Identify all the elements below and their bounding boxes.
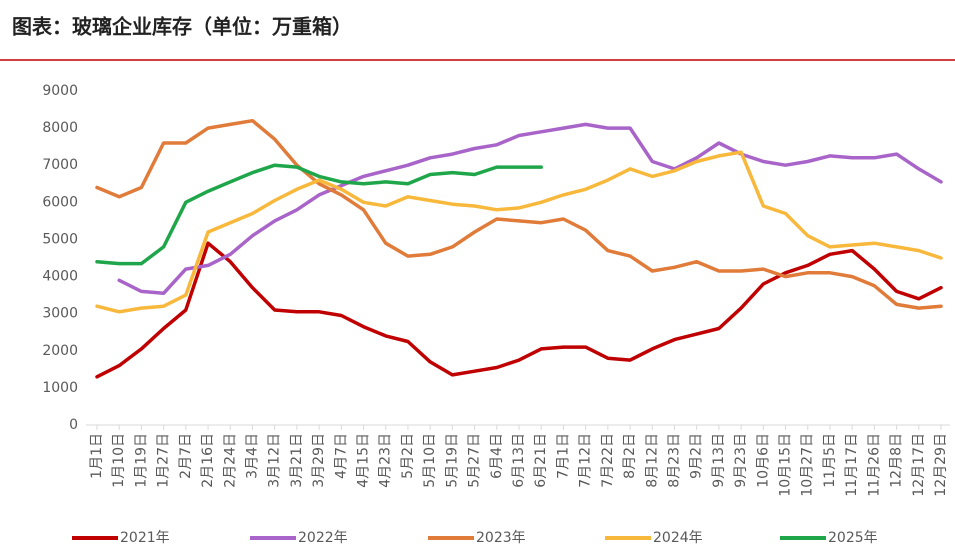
series-line bbox=[95, 150, 943, 314]
x-tick-label: 11月17日 bbox=[844, 433, 860, 497]
x-tick-label: 9月23日 bbox=[733, 433, 749, 488]
x-tick-label: 4月7日 bbox=[333, 433, 349, 479]
series-line bbox=[95, 163, 543, 266]
x-tick-label: 12月29日 bbox=[933, 433, 949, 497]
x-tick-label: 3月29日 bbox=[311, 433, 327, 488]
x-tick-label: 7月1日 bbox=[555, 433, 571, 479]
x-tick-label: 5月2日 bbox=[400, 433, 416, 479]
x-tick-label: 4月23日 bbox=[378, 433, 394, 488]
legend-label: 2024年 bbox=[653, 530, 703, 546]
x-tick-label: 9月2日 bbox=[689, 433, 705, 479]
x-tick-label: 11月26日 bbox=[866, 433, 882, 497]
series-line bbox=[117, 122, 943, 296]
y-tick-label: 0 bbox=[69, 417, 78, 433]
x-tick-label: 7月22日 bbox=[600, 433, 616, 488]
y-tick-label: 4000 bbox=[42, 269, 78, 285]
x-tick-label: 8月12日 bbox=[644, 433, 660, 488]
y-tick-label: 2000 bbox=[42, 343, 78, 359]
x-tick-label: 10月27日 bbox=[800, 433, 816, 497]
x-tick-label: 2月24日 bbox=[222, 433, 238, 488]
x-tick-label: 12月8日 bbox=[889, 433, 905, 488]
x-tick-label: 3月21日 bbox=[289, 433, 305, 488]
y-tick-label: 1000 bbox=[42, 380, 78, 396]
series-line bbox=[95, 118, 943, 310]
x-tick-label: 6月21日 bbox=[533, 433, 549, 488]
series-line bbox=[95, 241, 943, 379]
legend-label: 2023年 bbox=[476, 530, 526, 546]
y-tick-label: 9000 bbox=[42, 83, 78, 99]
x-tick-label: 12月17日 bbox=[911, 433, 927, 497]
x-tick-label: 4月15日 bbox=[356, 433, 372, 488]
x-tick-label: 2月16日 bbox=[200, 433, 216, 488]
x-tick-label: 1月27日 bbox=[156, 433, 172, 488]
x-tick-label: 10月15日 bbox=[778, 433, 794, 497]
x-tick-label: 10月6日 bbox=[755, 433, 771, 488]
legend-label: 2021年 bbox=[120, 530, 170, 546]
x-tick-label: 3月4日 bbox=[244, 433, 260, 479]
x-tick-label: 5月10日 bbox=[422, 433, 438, 488]
y-tick-label: 7000 bbox=[42, 157, 78, 173]
legend-label: 2022年 bbox=[298, 530, 348, 546]
x-tick-label: 1月19日 bbox=[133, 433, 149, 488]
y-tick-label: 6000 bbox=[42, 194, 78, 210]
x-tick-label: 6月13日 bbox=[511, 433, 527, 488]
x-tick-label: 8月2日 bbox=[622, 433, 638, 479]
x-tick-label: 11月5日 bbox=[822, 433, 838, 488]
x-tick-label: 6月4日 bbox=[489, 433, 505, 479]
x-tick-label: 8月23日 bbox=[666, 433, 682, 488]
legend-label: 2025年 bbox=[828, 530, 878, 546]
y-tick-label: 5000 bbox=[42, 231, 78, 247]
x-tick-label: 5月27日 bbox=[467, 433, 483, 488]
y-tick-label: 8000 bbox=[42, 120, 78, 136]
x-tick-label: 3月12日 bbox=[267, 433, 283, 488]
x-tick-label: 9月13日 bbox=[711, 433, 727, 488]
x-tick-label: 2月7日 bbox=[178, 433, 194, 479]
x-tick-label: 5月19日 bbox=[444, 433, 460, 488]
x-tick-label: 7月12日 bbox=[578, 433, 594, 488]
x-tick-label: 1月1日 bbox=[89, 433, 105, 479]
chart-title: 图表：玻璃企业库存（单位：万重箱） bbox=[12, 15, 352, 39]
x-tick-label: 1月10日 bbox=[111, 433, 127, 488]
y-tick-label: 3000 bbox=[42, 306, 78, 322]
